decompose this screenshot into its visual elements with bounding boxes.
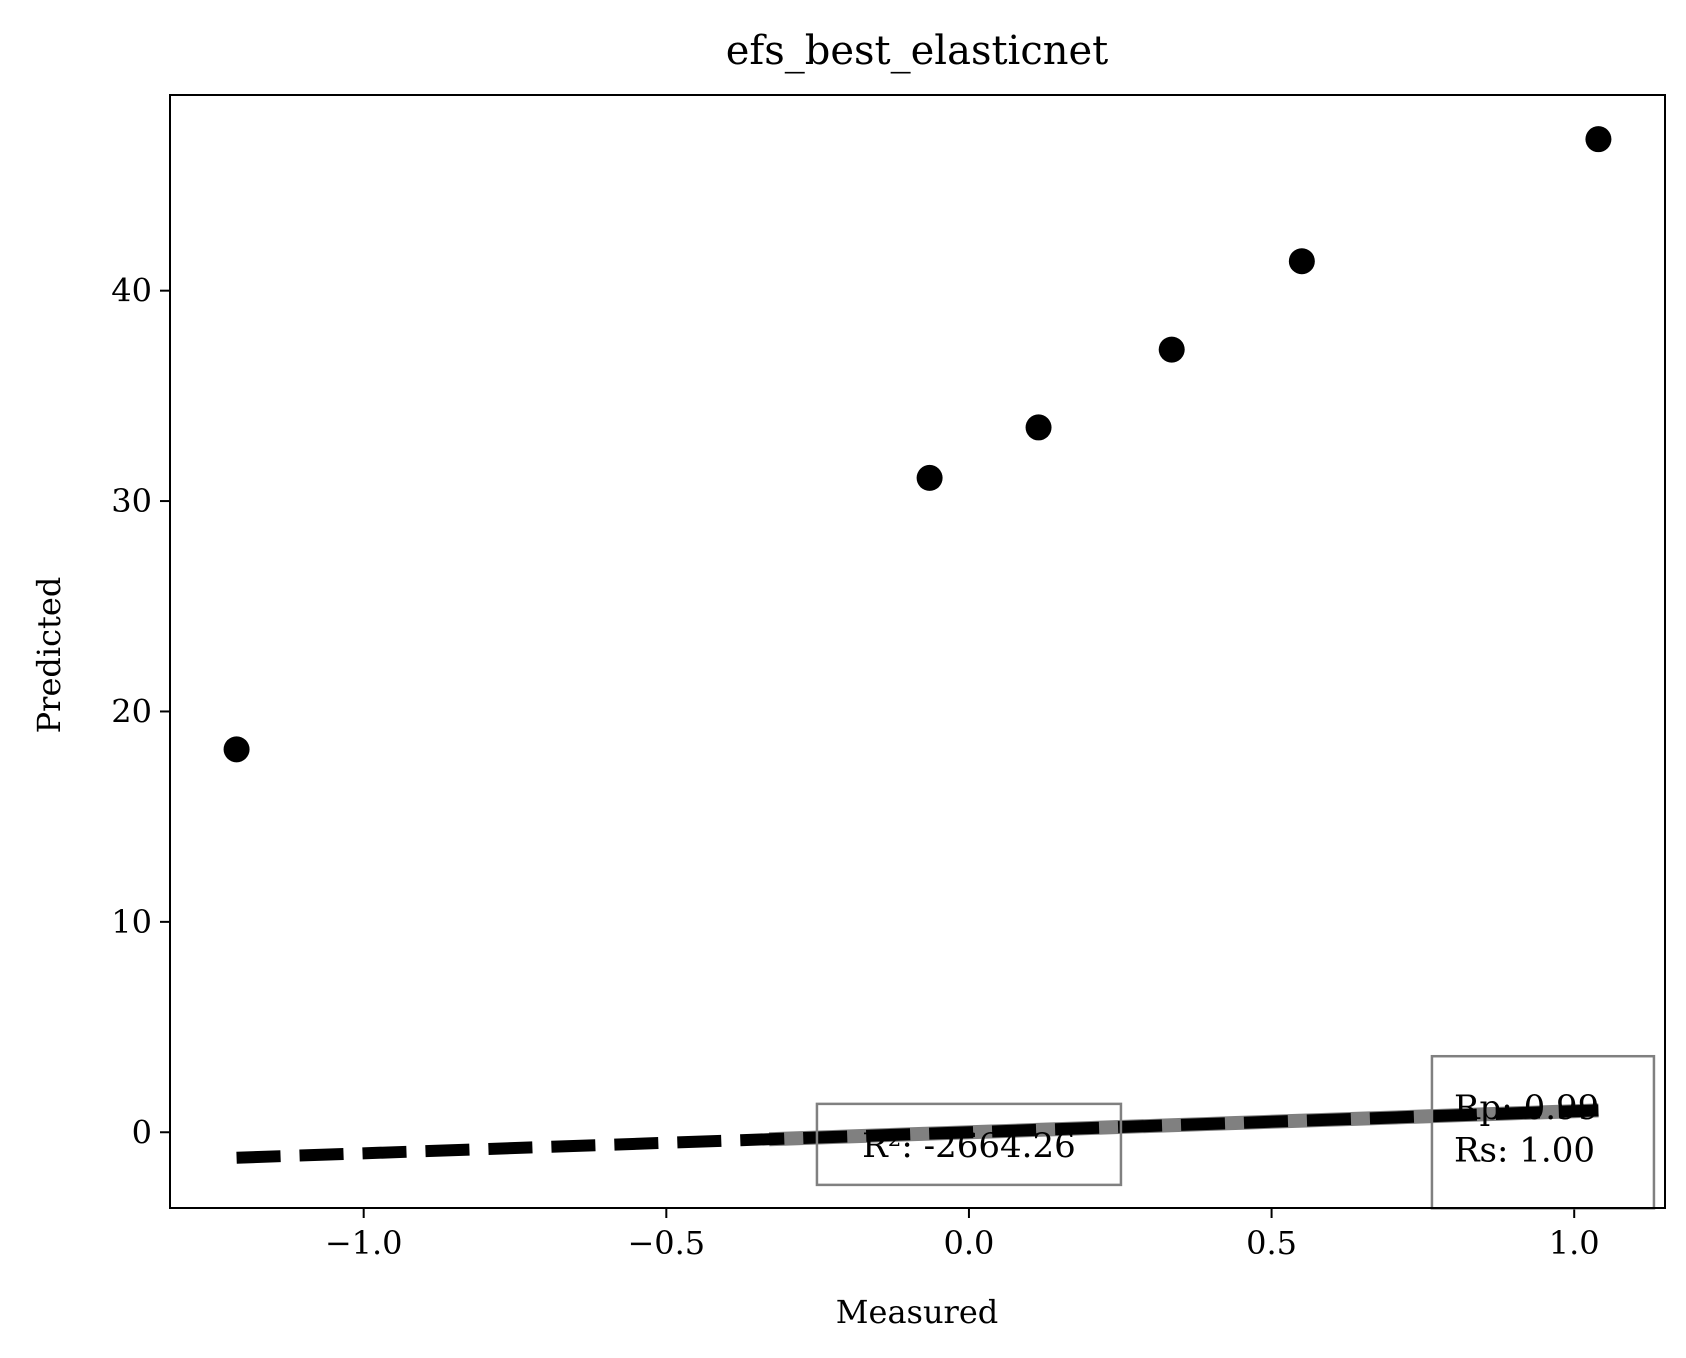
y-tick-label: 40 (111, 272, 152, 310)
data-point (223, 736, 250, 763)
rs-annotation: Rs: 1.00 (1454, 1130, 1595, 1170)
data-point (1288, 248, 1315, 275)
x-tick-label: 0.0 (944, 1224, 995, 1262)
identity-reference-line (236, 1104, 1599, 1164)
data-point (1025, 414, 1052, 441)
r2-annotation: R²: -2664.26 (862, 1126, 1076, 1166)
plot-frame (169, 94, 1666, 1209)
chart-title: efs_best_elasticnet (726, 28, 1109, 74)
x-tick-label: −0.5 (627, 1224, 705, 1262)
data-point (1158, 336, 1185, 363)
r2-annotation-box (815, 1102, 1123, 1187)
y-axis-label: Predicted (30, 577, 68, 734)
rp-annotation: Rp: 0.99 (1454, 1088, 1599, 1128)
x-tick-label: 1.0 (1549, 1224, 1600, 1262)
y-tick-label: 0 (132, 1113, 152, 1151)
x-tick-label: −1.0 (325, 1224, 403, 1262)
y-tick-label: 10 (111, 903, 152, 941)
data-point (916, 464, 943, 491)
x-tick-label: 0.5 (1246, 1224, 1297, 1262)
y-tick-label: 30 (111, 482, 152, 520)
x-axis-label: Measured (836, 1293, 999, 1331)
plot-area: −1.0 −0.5 0.0 0.5 1.0 0 10 20 30 40 R²: -2664.26 Rp… (111, 126, 1656, 1262)
data-point (1585, 126, 1612, 153)
y-tick-label: 20 (111, 692, 152, 730)
